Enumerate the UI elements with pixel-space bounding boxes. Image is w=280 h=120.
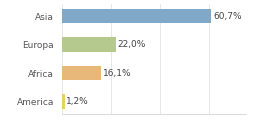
Bar xyxy=(62,94,65,109)
Bar xyxy=(62,37,116,52)
Bar xyxy=(62,66,101,81)
Text: 22,0%: 22,0% xyxy=(118,40,146,49)
Text: 16,1%: 16,1% xyxy=(103,69,132,78)
Bar xyxy=(62,9,211,23)
Text: 60,7%: 60,7% xyxy=(213,12,242,21)
Text: 1,2%: 1,2% xyxy=(66,97,89,106)
